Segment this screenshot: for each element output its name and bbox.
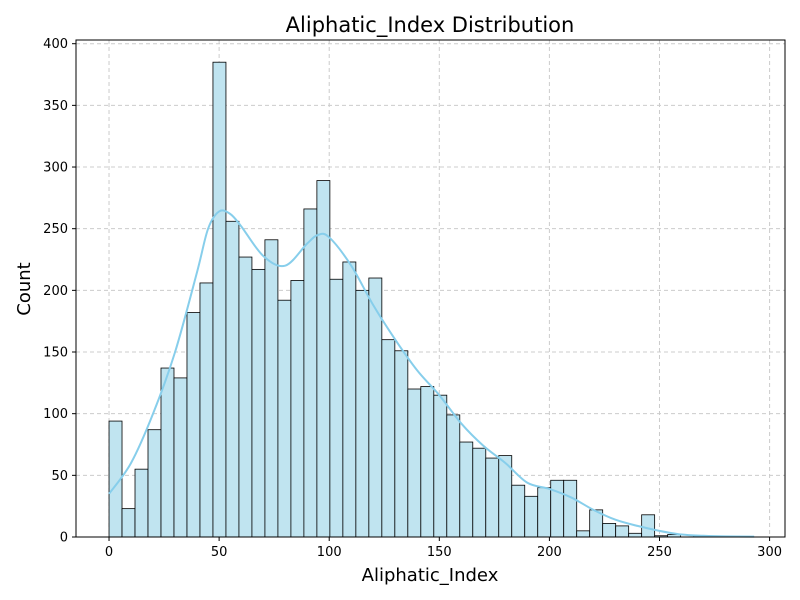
x-tick-label: 100: [317, 545, 342, 560]
x-tick-label: 250: [647, 545, 672, 560]
histogram-bar: [212, 61, 227, 538]
y-tick-label: 300: [43, 161, 68, 176]
histogram-bar: [511, 484, 526, 538]
histogram-bar: [251, 268, 266, 538]
histogram-bar: [446, 414, 461, 538]
y-axis-ticks: 0 50 100 150 200 250 300 350 400: [43, 37, 76, 546]
histogram-bar: [381, 339, 396, 538]
y-tick-label: 400: [43, 37, 68, 52]
histogram-bar: [615, 525, 630, 538]
histogram-bar: [407, 388, 422, 538]
y-tick-label: 0: [60, 531, 68, 546]
x-tick-label: 50: [211, 545, 228, 560]
histogram-bar: [160, 367, 175, 538]
y-tick-label: 150: [43, 346, 68, 361]
y-tick-label: 250: [43, 222, 68, 237]
histogram-bar: [472, 447, 487, 538]
histogram-bar: [433, 394, 448, 538]
y-axis-label: Count: [14, 262, 35, 315]
histogram-bars: [108, 61, 708, 538]
y-tick-label: 350: [43, 99, 68, 114]
histogram-bar: [394, 350, 409, 538]
histogram-bar: [199, 282, 214, 538]
histogram-bar: [537, 487, 552, 538]
histogram-bar: [186, 312, 201, 538]
x-axis-label: Aliphatic_Index: [362, 565, 499, 586]
x-tick-label: 200: [537, 545, 562, 560]
histogram-bar: [290, 280, 305, 538]
histogram-bar: [420, 386, 435, 538]
histogram-bar: [121, 508, 136, 538]
histogram-bar: [459, 441, 474, 538]
histogram-bar: [602, 523, 617, 538]
histogram-bar: [641, 514, 656, 538]
histogram-bar: [147, 429, 162, 538]
y-tick-label: 50: [51, 469, 68, 484]
histogram-bar: [134, 468, 149, 538]
histogram-bar: [225, 220, 240, 538]
histogram-bar: [355, 289, 370, 538]
histogram-bar: [238, 256, 253, 538]
histogram-bar: [563, 479, 578, 538]
chart-title: Aliphatic_Index Distribution: [286, 13, 575, 38]
histogram-bar: [329, 278, 344, 538]
histogram-bar: [342, 261, 357, 538]
histogram-bar: [485, 457, 500, 538]
histogram-bar: [576, 530, 591, 538]
histogram-bar: [277, 299, 292, 538]
y-tick-label: 200: [43, 284, 68, 299]
histogram-bar: [524, 495, 539, 538]
x-axis-ticks: 0 50 100 150 200 250 300: [105, 537, 782, 560]
x-tick-label: 150: [427, 545, 452, 560]
histogram-bar: [173, 377, 188, 538]
histogram-bar: [550, 479, 565, 538]
kde-curve-layer: [108, 209, 755, 538]
plot-frame: [75, 39, 786, 538]
histogram-bar: [264, 239, 279, 538]
histogram-bar: [303, 208, 318, 538]
x-tick-label: 300: [757, 545, 782, 560]
histogram-bar: [628, 532, 643, 538]
y-tick-label: 100: [43, 407, 68, 422]
kde-line: [108, 209, 755, 538]
x-tick-label: 0: [105, 545, 113, 560]
